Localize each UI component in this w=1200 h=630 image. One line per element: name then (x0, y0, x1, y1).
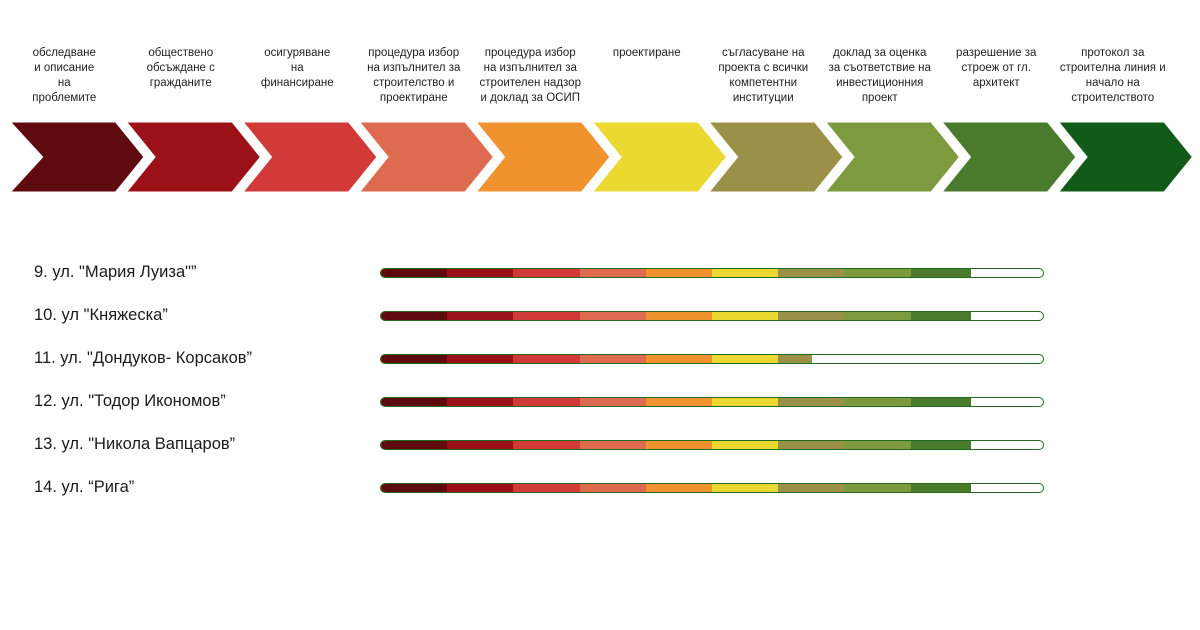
progress-segment-7 (778, 269, 845, 277)
progress-segment-4 (579, 269, 647, 277)
street-progress-bar (380, 397, 1044, 407)
stage-label-5: процедура избор на изпълнител за строите… (479, 47, 581, 104)
progress-segment-3 (513, 398, 581, 406)
progress-segment-5 (645, 441, 713, 449)
stage-chevron-4 (350, 118, 500, 196)
progress-segment-5 (645, 398, 713, 406)
stage-chevron-1 (0, 118, 150, 196)
progress-segment-6 (712, 269, 779, 277)
stage-chevron-2 (117, 118, 267, 196)
progress-segment-5 (645, 355, 713, 363)
street-progress-bar (380, 440, 1044, 450)
stage-chevron-6 (583, 118, 733, 196)
progress-segment-6 (712, 484, 779, 492)
progress-segment-3 (513, 312, 581, 320)
progress-segment-9 (910, 312, 971, 320)
stage-label-6: проектиране (612, 47, 681, 59)
stage-label-2: обществено обсъждане с гражданите (146, 47, 215, 89)
progress-segment-4 (579, 484, 647, 492)
stage-label-1: обследване и описание на проблемите (32, 47, 97, 104)
progress-segment-4 (579, 398, 647, 406)
progress-segment-6 (712, 441, 779, 449)
progress-segment-8 (844, 269, 912, 277)
progress-segment-4 (579, 441, 647, 449)
stage-label-8: доклад за оценка за съответствие на инве… (828, 47, 931, 104)
progress-segment-9 (910, 269, 971, 277)
progress-segment-7 (778, 355, 812, 363)
progress-segment-3 (513, 355, 581, 363)
stage-chevron-10 (1049, 118, 1199, 196)
street-progress-bar (380, 483, 1044, 493)
progress-segment-5 (645, 269, 713, 277)
progress-segment-2 (447, 355, 514, 363)
progress-segment-2 (447, 269, 514, 277)
stage-label-7: съгласуване на проекта с всички компетен… (718, 47, 809, 104)
progress-segment-1 (381, 312, 448, 320)
progress-segment-1 (381, 269, 448, 277)
progress-segment-8 (844, 312, 912, 320)
progress-segment-3 (513, 484, 581, 492)
progress-segment-7 (778, 398, 845, 406)
progress-segment-2 (447, 312, 514, 320)
progress-segment-1 (381, 484, 448, 492)
stage-label-9: разрешение за строеж от гл. архитект (956, 47, 1037, 89)
stage-label-4: процедура избор на изпълнител за строите… (367, 47, 461, 104)
street-label: 10. ул "Княжеска” (34, 306, 168, 324)
stage-chevron-7 (700, 118, 849, 196)
progress-segment-1 (381, 441, 448, 449)
progress-segment-1 (381, 355, 448, 363)
street-label: 12. ул. "Тодор Икономов” (34, 392, 226, 410)
street-label: 9. ул. "Мария Луиза"” (34, 263, 197, 281)
stage-chevron-5 (467, 118, 616, 196)
progress-segment-7 (778, 441, 845, 449)
progress-segment-5 (645, 312, 713, 320)
street-label: 13. ул. "Никола Вапцаров” (34, 435, 236, 453)
progress-segment-8 (844, 441, 912, 449)
progress-segment-4 (579, 312, 647, 320)
progress-segment-4 (579, 355, 647, 363)
progress-segment-6 (712, 355, 779, 363)
street-label: 14. ул. “Рига” (34, 478, 135, 496)
progress-segment-1 (381, 398, 448, 406)
progress-segment-9 (910, 398, 971, 406)
progress-segment-7 (778, 484, 845, 492)
progress-segment-9 (910, 441, 971, 449)
stage-labels: обследване и описание на проблемите общес… (0, 0, 1200, 120)
process-chevrons (0, 118, 1199, 196)
progress-segment-2 (447, 441, 514, 449)
progress-segment-7 (778, 312, 845, 320)
stage-label-10: протокол за строителна линия и начало на… (1059, 47, 1166, 104)
stage-label-3: осигуряване на финансиране (260, 47, 334, 89)
stage-chevron-8 (816, 118, 966, 196)
street-progress-bar (380, 354, 1044, 364)
progress-segment-8 (844, 484, 912, 492)
progress-segment-9 (910, 484, 971, 492)
progress-segment-2 (447, 398, 514, 406)
progress-segment-3 (513, 269, 581, 277)
progress-segment-3 (513, 441, 581, 449)
street-label: 11. ул. "Дондуков- Корсаков” (34, 349, 253, 367)
progress-segment-6 (712, 398, 779, 406)
stage-chevron-3 (234, 118, 383, 196)
progress-segment-2 (447, 484, 514, 492)
progress-segment-6 (712, 312, 779, 320)
street-progress-bar (380, 268, 1044, 278)
stage-chevron-9 (933, 118, 1082, 196)
street-progress-bar (380, 311, 1044, 321)
progress-segment-8 (844, 398, 912, 406)
progress-segment-5 (645, 484, 713, 492)
